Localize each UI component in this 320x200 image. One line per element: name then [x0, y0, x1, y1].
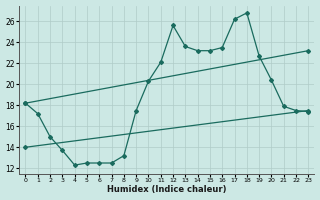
X-axis label: Humidex (Indice chaleur): Humidex (Indice chaleur) [107, 185, 227, 194]
